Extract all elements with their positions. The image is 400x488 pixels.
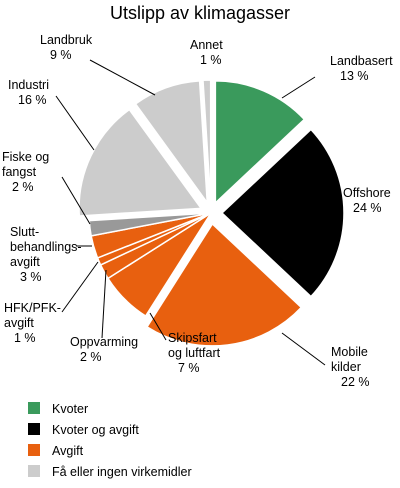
slice-label-hfk-pfk-avgift: HFK/PFK-avgift 1 %: [4, 301, 61, 345]
leader-line-hfk-pfk-avgift: [61, 261, 99, 313]
legend-label-f-eller-ingen-virkemidler: Få eller ingen virkemidler: [52, 465, 192, 479]
leader-line-landbruk: [89, 59, 156, 96]
slice-label-skipsfart-og-luftfart: Skipsfart og luftfart 7 %: [168, 331, 221, 375]
legend-label-kvoter-og-avgift: Kvoter og avgift: [52, 423, 139, 437]
legend-swatch-avgift: [28, 444, 40, 456]
leader-line-mobile-kilder: [281, 332, 326, 366]
legend-label-avgift: Avgift: [52, 444, 84, 458]
slice-label-fiske-og-fangst: Fiske og fangst 2 %: [2, 150, 49, 194]
legend-swatch-f-eller-ingen-virkemidler: [28, 465, 40, 477]
leader-line-skipsfart-og-luftfart: [149, 312, 167, 341]
slice-label-oppvarming: Oppvarming 2 %: [70, 335, 138, 364]
legend-swatch-kvoter-og-avgift: [28, 423, 40, 435]
slice-annet: [202, 79, 212, 203]
slice-label-annet: Annet 1 %: [190, 38, 223, 67]
slice-landbruk: [134, 80, 209, 206]
slice-label-sluttbehandlingsavgift: Slutt-behandlings-avgift 3 %: [10, 225, 82, 284]
slices: [78, 79, 345, 347]
legend: Kvoter Kvoter og avgift Avgift Få eller ing…: [28, 402, 192, 479]
slice-industri: [78, 108, 203, 217]
leader-lines: [55, 59, 326, 366]
slice-offshore: [220, 128, 345, 298]
legend-label-kvoter: Kvoter: [52, 402, 88, 416]
leader-line-oppvarming: [101, 269, 107, 339]
legend-swatch-kvoter: [28, 402, 40, 414]
slice-fiske-og-fangst: [88, 212, 212, 237]
slice-label-industri: Industri 16 %: [8, 78, 49, 107]
leader-line-fiske-og-fangst: [61, 176, 91, 225]
leader-line-industri: [55, 95, 95, 151]
leader-line-landbasert: [281, 76, 316, 99]
slice-label-landbasert: Landbasert 13 %: [330, 54, 393, 83]
slice-label-offshore: Offshore 24 %: [343, 186, 391, 215]
slice-mobile-kilder: [145, 222, 303, 347]
chart-title: Utslipp av klimagasser: [110, 3, 290, 23]
slice-labels: Landbasert 13 % Offshore 24 % Mobile kilder 22…: [2, 33, 393, 389]
slice-label-mobile-kilder: Mobile kilder 22 %: [331, 345, 370, 389]
slice-label-landbruk: Landbruk 9 %: [40, 33, 93, 62]
slice-landbasert: [214, 80, 306, 205]
